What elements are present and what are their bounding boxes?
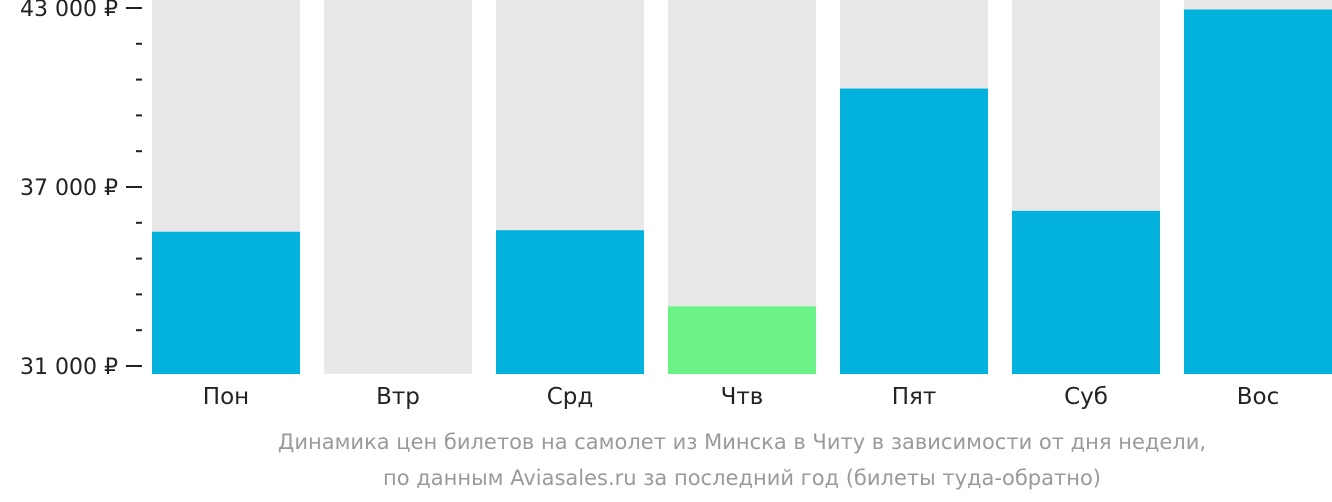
- x-tick-label: Пят: [892, 384, 937, 410]
- x-tick-label: Чтв: [721, 384, 764, 410]
- bar-track: [324, 0, 472, 374]
- bar: [152, 231, 300, 374]
- bars-group: [152, 0, 1332, 375]
- x-tick-label: Пон: [203, 384, 249, 410]
- x-tick-label: Втр: [376, 384, 420, 410]
- x-axis: Пон Втр Срд Чтв Пят Суб Вос: [203, 384, 1279, 410]
- bar: [1184, 9, 1332, 374]
- x-tick-label: Суб: [1064, 384, 1108, 410]
- chart-caption-line-1: Динамика цен билетов на самолет из Минск…: [277, 430, 1207, 454]
- bar: [840, 88, 988, 375]
- y-tick-label: 31 000 ₽: [20, 355, 118, 380]
- x-tick-label: Вос: [1237, 384, 1280, 410]
- bar: [496, 230, 644, 374]
- chart-caption-line-2: по данным Aviasales.ru за последний год …: [383, 466, 1101, 490]
- x-tick-label: Срд: [547, 384, 594, 410]
- y-tick-label: 43 000 ₽: [20, 0, 118, 22]
- bar: [668, 306, 816, 374]
- y-tick-label: 37 000 ₽: [20, 176, 118, 201]
- price-by-weekday-chart: 43 000 ₽ 37 000 ₽ 31 000 ₽ Пон Втр Срд Чтв Пят…: [20, 0, 1332, 410]
- y-axis: 43 000 ₽ 37 000 ₽ 31 000 ₽: [20, 0, 142, 380]
- bar: [1012, 210, 1160, 374]
